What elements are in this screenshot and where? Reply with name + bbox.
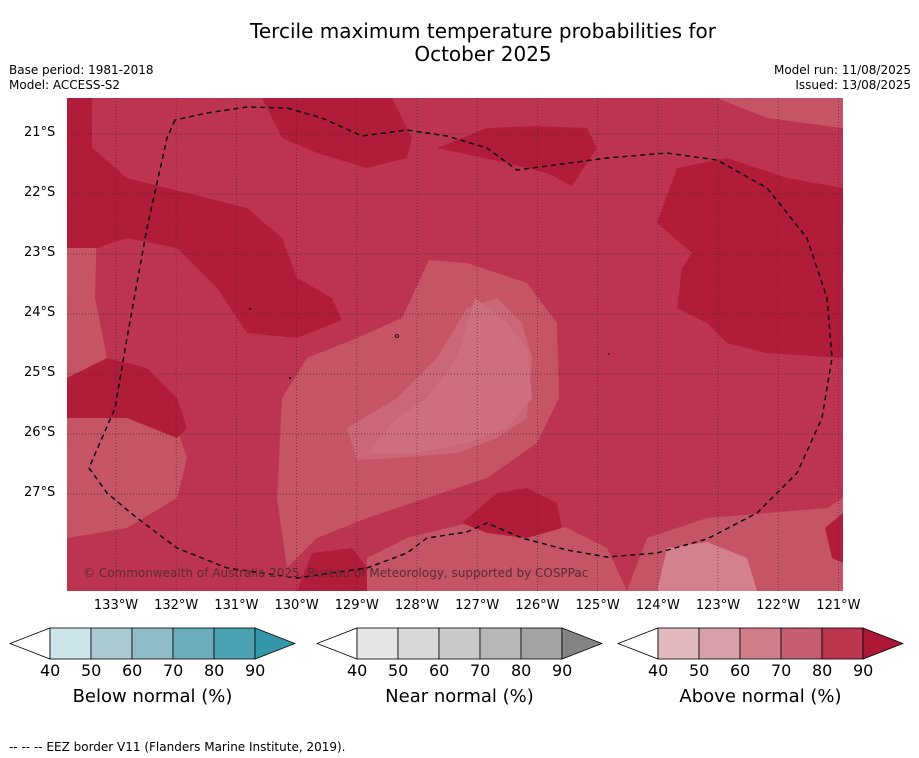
colorbar-segment bbox=[520, 627, 563, 660]
meta-right: Model run: 11/08/2025 Issued: 13/08/2025 bbox=[774, 63, 911, 93]
latitude-label: 23°S bbox=[24, 245, 56, 260]
region-dark-southeast-edge bbox=[825, 513, 843, 563]
colorbar-tick: 90 bbox=[552, 661, 573, 680]
longitude-label: 121°W bbox=[816, 598, 861, 613]
colorbar-tick: 50 bbox=[689, 661, 710, 680]
region-dark-north bbox=[262, 98, 412, 168]
longitude-label: 128°W bbox=[394, 598, 440, 613]
longitude-label: 129°W bbox=[334, 598, 379, 613]
colorbar-segment bbox=[780, 627, 823, 660]
issued-date: Issued: 13/08/2025 bbox=[795, 78, 911, 92]
longitude-label: 126°W bbox=[515, 598, 560, 613]
colorbar-segment bbox=[739, 627, 782, 660]
colorbar bbox=[8, 627, 297, 664]
colorbar-tick: 80 bbox=[204, 661, 225, 680]
colorbar-tick: 40 bbox=[347, 661, 368, 680]
region-light-west bbox=[67, 158, 187, 538]
latitude-label: 26°S bbox=[24, 425, 56, 440]
island-mark bbox=[395, 334, 399, 338]
longitude-label: 130°W bbox=[274, 598, 319, 613]
colorbar-segment bbox=[172, 627, 215, 660]
longitude-label: 131°W bbox=[214, 598, 259, 613]
longitude-label: 127°W bbox=[455, 598, 500, 613]
colorbar-title: Above normal (%) bbox=[679, 686, 842, 707]
colorbar-segment bbox=[49, 627, 92, 660]
region-dark-east bbox=[657, 158, 843, 358]
colorbar-tick: 50 bbox=[388, 661, 409, 680]
colorbar-tick: 40 bbox=[40, 661, 61, 680]
colorbar bbox=[616, 627, 905, 664]
colorbar-tick: 60 bbox=[429, 661, 450, 680]
colorbar-overflow bbox=[561, 627, 604, 660]
colorbar-segment bbox=[698, 627, 741, 660]
copyright-text: © Commonwealth of Australia 2025, Bureau… bbox=[83, 566, 589, 580]
longitude-label: 124°W bbox=[635, 598, 680, 613]
latitude-label: 22°S bbox=[24, 185, 56, 200]
title-line-1: Tercile maximum temperature probabilitie… bbox=[250, 19, 716, 43]
base-period: Base period: 1981-2018 bbox=[9, 63, 154, 77]
colorbar-underflow bbox=[315, 627, 358, 660]
title-line-2: October 2025 bbox=[414, 42, 552, 66]
colorbar-segment bbox=[821, 627, 864, 660]
island-mark bbox=[249, 308, 251, 310]
region-dark-southwest bbox=[297, 548, 367, 591]
island-mark bbox=[608, 353, 610, 355]
longitude-label: 133°W bbox=[93, 598, 139, 613]
colorbar-tick: 80 bbox=[511, 661, 532, 680]
region-light-south bbox=[367, 518, 627, 591]
model-run: Model run: 11/08/2025 bbox=[773, 63, 911, 77]
colorbar-segment bbox=[479, 627, 522, 660]
colorbar-tick: 70 bbox=[163, 661, 184, 680]
colorbar-tick: 90 bbox=[245, 661, 266, 680]
colorbar-tick: 90 bbox=[853, 661, 874, 680]
colorbar-tick: 40 bbox=[648, 661, 669, 680]
meta-left: Base period: 1981-2018 Model: ACCESS-S2 bbox=[9, 63, 154, 93]
colorbar-overflow bbox=[254, 627, 297, 660]
footnote: -- -- -- EEZ border V11 (Flanders Marine… bbox=[9, 740, 346, 754]
region-dark-west bbox=[67, 358, 187, 438]
colorbar-segment bbox=[397, 627, 440, 660]
colorbar-tick: 60 bbox=[730, 661, 751, 680]
map-canvas bbox=[67, 98, 843, 591]
latitude-label: 21°S bbox=[24, 125, 56, 140]
colorbar-tick: 50 bbox=[81, 661, 102, 680]
probability-map bbox=[67, 98, 843, 591]
colorbar-tick: 60 bbox=[122, 661, 143, 680]
island-mark bbox=[289, 377, 291, 379]
longitude-label: 132°W bbox=[154, 598, 199, 613]
model-name: Model: ACCESS-S2 bbox=[9, 78, 121, 92]
graticule bbox=[67, 98, 843, 591]
map-title: Tercile maximum temperature probabilitie… bbox=[0, 20, 919, 66]
latitude-label: 25°S bbox=[24, 365, 56, 380]
region-dark-south bbox=[462, 488, 562, 538]
colorbar-segment bbox=[131, 627, 174, 660]
colorbar-tick: 70 bbox=[470, 661, 491, 680]
colorbar-segment bbox=[438, 627, 481, 660]
region-lightest-central bbox=[367, 298, 532, 453]
colorbar bbox=[315, 627, 604, 664]
colorbar-title: Below normal (%) bbox=[72, 686, 233, 707]
latitude-label: 27°S bbox=[24, 485, 56, 500]
colorbar-underflow bbox=[616, 627, 659, 660]
colorbar-tick: 70 bbox=[771, 661, 792, 680]
colorbar-overflow bbox=[862, 627, 905, 660]
latitude-label: 24°S bbox=[24, 305, 56, 320]
colorbar-title: Near normal (%) bbox=[385, 686, 534, 707]
colorbar-segment bbox=[657, 627, 700, 660]
region-light-northeast bbox=[717, 98, 843, 128]
colorbar-segment bbox=[213, 627, 256, 660]
colorbar-segment bbox=[90, 627, 133, 660]
longitude-label: 122°W bbox=[756, 598, 801, 613]
colorbar-underflow bbox=[8, 627, 51, 660]
region-lighter-southeast bbox=[657, 542, 757, 591]
longitude-label: 125°W bbox=[575, 598, 620, 613]
region-dark-northwest bbox=[67, 98, 342, 338]
longitude-label: 123°W bbox=[695, 598, 741, 613]
colorbar-segment bbox=[356, 627, 399, 660]
colorbar-tick: 80 bbox=[812, 661, 833, 680]
